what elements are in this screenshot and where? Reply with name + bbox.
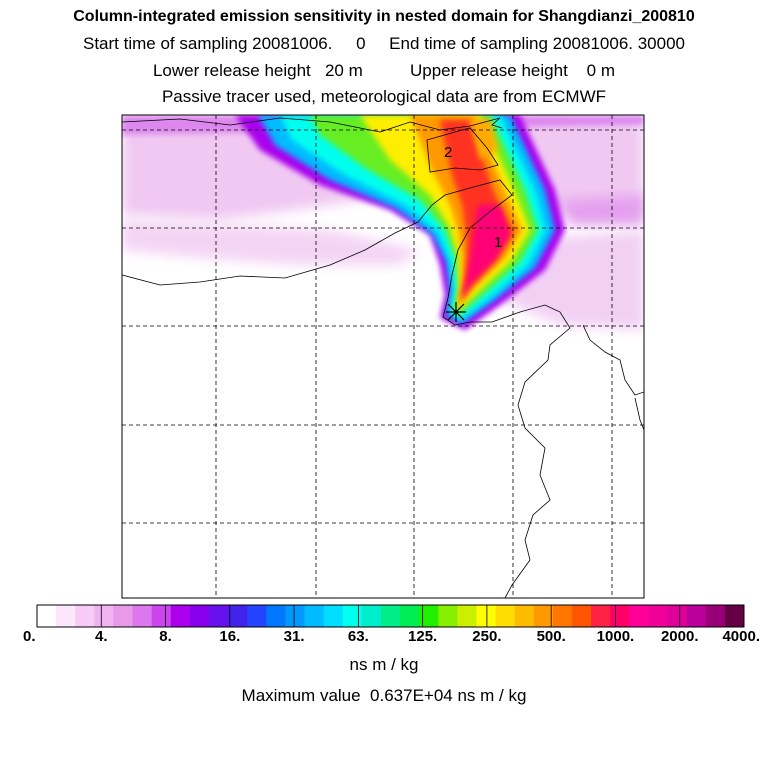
release-height-line: Lower release height 20 m Upper release …: [152, 61, 616, 80]
colorbar-swatch: [457, 605, 477, 627]
colorbar-swatch: [75, 605, 95, 627]
colorbar-swatch: [705, 605, 726, 627]
colorbar-swatch: [610, 605, 630, 627]
colorbar-swatch: [228, 605, 248, 627]
colorbar-tick-label: 31.: [283, 628, 305, 645]
colorbar-tick-label: 500.: [536, 628, 566, 645]
colorbar-swatch: [208, 605, 229, 627]
colorbar-swatch: [342, 605, 363, 627]
colorbar-swatch: [170, 605, 191, 627]
colorbar-swatch: [572, 605, 592, 627]
colorbar-swatch: [495, 605, 516, 627]
colorbar-swatch: [247, 605, 267, 627]
colorbar-swatch: [724, 605, 745, 627]
colorbar-swatch: [304, 605, 325, 627]
sampling-time-line: Start time of sampling 20081006. 0 End t…: [83, 34, 685, 53]
colorbar-swatch: [132, 605, 153, 627]
star-marker-icon: [446, 302, 466, 322]
colorbar-swatch: [113, 605, 134, 627]
colorbar-swatch: [629, 605, 649, 627]
colorbar-swatch: [361, 605, 382, 627]
colorbar-swatch: [94, 605, 114, 627]
colorbar-tick-label: 0.: [23, 628, 36, 645]
colorbar-swatch: [667, 605, 688, 627]
colorbar-swatch: [476, 605, 497, 627]
sensitivity-field: [122, 115, 644, 330]
colorbar-swatch: [151, 605, 172, 627]
maximum-value-label: Maximum value 0.637E+04 ns m / kg: [241, 686, 527, 705]
colorbar-swatch: [438, 605, 458, 627]
colorbar-swatch: [56, 605, 76, 627]
coastlines: [122, 117, 644, 598]
plot-title: Column-integrated emission sensitivity i…: [73, 8, 695, 25]
colorbar: [37, 605, 745, 627]
colorbar-tick-label: 125.: [408, 628, 438, 645]
map-frame: [121, 114, 645, 599]
tracer-info-line: Passive tracer used, meteorological data…: [161, 87, 607, 106]
colorbar-tick-label: 250.: [472, 628, 502, 645]
colorbar-swatch: [323, 605, 344, 627]
colorbar-swatch: [591, 605, 611, 627]
colorbar-swatch: [648, 605, 669, 627]
colorbar-swatch: [686, 605, 707, 627]
colorbar-swatch: [419, 605, 439, 627]
colorbar-swatch: [552, 605, 573, 627]
colorbar-swatch: [285, 605, 306, 627]
colorbar-tick-label: 4000.: [722, 628, 760, 645]
colorbar-swatch: [514, 605, 535, 627]
colorbar-tick-label: 1000.: [596, 628, 635, 645]
colorbar-tick-label: 2000.: [660, 628, 699, 645]
colorbar-tick-label: 16.: [219, 628, 241, 645]
colorbar-swatch: [380, 605, 401, 627]
colorbar-swatch: [266, 605, 286, 627]
cluster-label-1: 1: [494, 234, 502, 251]
colorbar-tick-label: 4.: [95, 628, 108, 645]
cluster-label-2: 2: [444, 144, 452, 161]
colorbar-tick-label: 8.: [159, 628, 172, 645]
colorbar-swatch: [37, 605, 57, 627]
colorbar-swatch: [189, 605, 210, 627]
lat-lon-grid: [122, 115, 644, 598]
colorbar-swatch: [533, 605, 554, 627]
colorbar-swatch: [400, 605, 420, 627]
colorbar-tick-label: 63.: [347, 628, 369, 645]
units-label: ns m / kg: [349, 655, 419, 674]
